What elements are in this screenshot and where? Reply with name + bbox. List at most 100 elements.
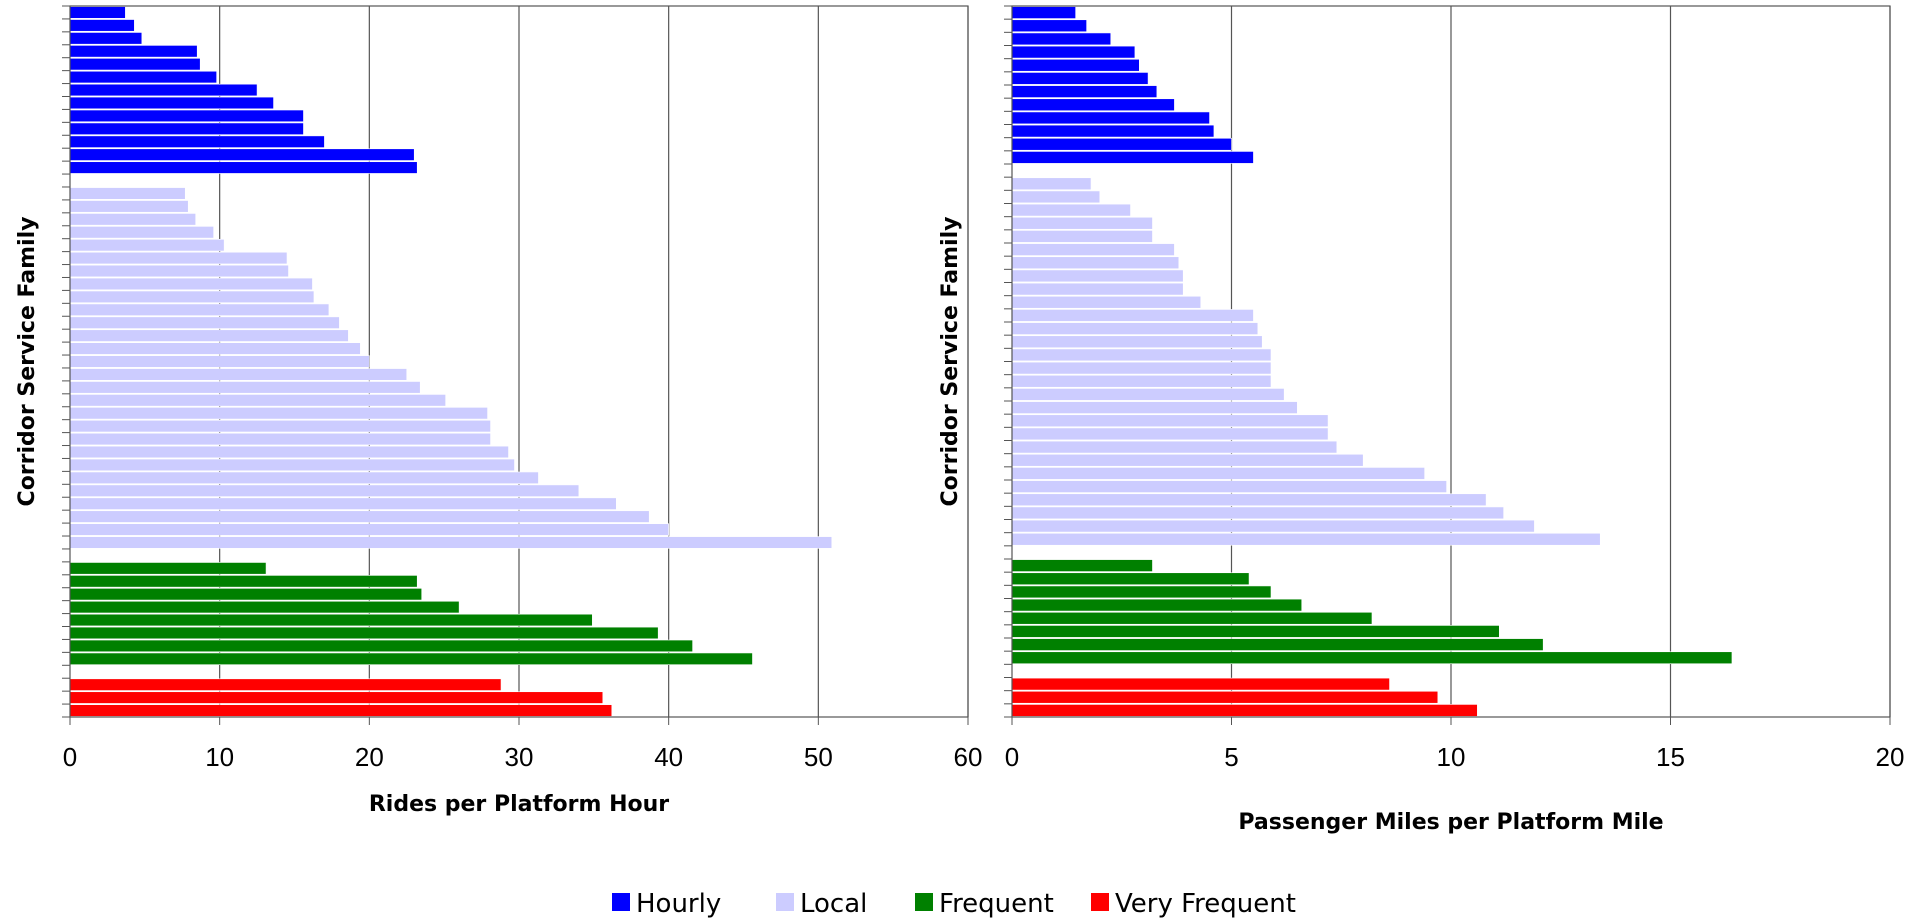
panel1-bar	[69, 303, 330, 316]
panel1-bar	[69, 394, 446, 407]
panel1-bar	[69, 135, 325, 148]
panel1-bar	[69, 704, 613, 717]
panel2-bar	[1011, 282, 1184, 296]
panel1-bar	[69, 652, 753, 665]
panel1-bar	[69, 600, 460, 614]
panel2-bar	[1011, 72, 1149, 85]
panel2-bar	[1011, 6, 1076, 19]
panel2-bar	[1011, 45, 1136, 59]
panel2-bar	[1011, 611, 1373, 625]
panel1-x-tick-label: 50	[804, 742, 833, 772]
panel1-x-tick-label: 40	[654, 742, 683, 772]
panel2-x-tick-label: 20	[1876, 742, 1905, 772]
panel2-bar	[1011, 111, 1210, 125]
panel1-x-tick-label: 30	[505, 742, 534, 772]
panel1-bar	[69, 458, 515, 472]
panel1-bar	[69, 432, 491, 446]
panel2-bar	[1011, 388, 1285, 401]
panel1-bar	[69, 83, 258, 97]
legend-swatch	[915, 893, 933, 911]
panel1-bar	[69, 316, 340, 329]
panel1-bar	[69, 407, 488, 420]
panel2-bar	[1011, 98, 1175, 112]
panel1-bar	[69, 19, 135, 32]
panel1-bar	[69, 45, 198, 58]
panel1-bar	[69, 251, 288, 265]
panel1-bar	[69, 613, 593, 627]
panel2-bar	[1011, 335, 1263, 349]
panel1-bar	[69, 355, 370, 368]
panel2-bar	[1011, 559, 1153, 572]
panel2-y-axis-title: Corridor Service Family	[938, 217, 963, 507]
panel2-x-tick-label: 15	[1656, 742, 1685, 772]
panel2-bar	[1011, 506, 1504, 520]
panel1-x-axis-title: Rides per Platform Hour	[369, 792, 669, 817]
legend-swatch	[612, 893, 630, 911]
panel2-x-axis-title: Passenger Miles per Platform Mile	[1238, 810, 1663, 835]
panel1-bar	[69, 562, 267, 575]
panel1-bar	[69, 575, 418, 588]
panel1-bar	[69, 187, 186, 200]
panel1-x-tick-label: 10	[205, 742, 234, 772]
panel2-bar	[1011, 190, 1101, 204]
panel1-bar	[69, 109, 304, 123]
legend-swatch	[1091, 893, 1109, 911]
panel1-bar	[69, 277, 313, 291]
panel2-bar	[1011, 177, 1092, 191]
panel1-bar	[69, 213, 197, 226]
panel2-bar	[1011, 401, 1298, 414]
panel1-bar	[69, 484, 580, 497]
panel1-bar	[69, 226, 214, 239]
panel2-bar	[1011, 690, 1439, 704]
panel2-bar	[1011, 216, 1153, 230]
panel2-bar	[1011, 519, 1535, 533]
panel2-bar	[1011, 256, 1180, 270]
panel2-bar	[1011, 677, 1390, 691]
legend-label: Frequent	[939, 889, 1054, 919]
panel1-bar	[69, 58, 201, 71]
panel2-bar	[1011, 230, 1153, 243]
panel1-bar	[69, 510, 650, 523]
panel1-bar	[69, 290, 315, 304]
panel1-bar	[69, 445, 509, 459]
panel1-bar	[69, 148, 415, 161]
panel1-bar	[69, 419, 491, 433]
panel2-bar	[1011, 532, 1601, 546]
panel2-bar	[1011, 137, 1232, 151]
panel2-bar	[1011, 309, 1254, 322]
panel2-x-tick-label: 0	[1005, 742, 1019, 772]
panel2-bar	[1011, 322, 1259, 335]
panel2-bar	[1011, 151, 1254, 164]
panel1-bar	[69, 70, 217, 84]
panel2-bar	[1011, 427, 1329, 441]
panel2-bar	[1011, 295, 1202, 309]
panel1-bar	[69, 368, 408, 381]
panel2-bar	[1011, 638, 1544, 651]
panel1-bar	[69, 536, 833, 549]
panel2-bar	[1011, 440, 1338, 454]
panel2-bar	[1011, 374, 1272, 388]
panel1-bar	[69, 691, 604, 704]
panel1-bar	[69, 96, 274, 110]
panel2-bar	[1011, 651, 1733, 665]
panel2-bar	[1011, 453, 1364, 467]
panel2-bar	[1011, 19, 1087, 33]
panel1-bar	[69, 161, 418, 174]
panel1-bar	[69, 342, 361, 355]
panel1-bar	[69, 588, 423, 601]
panel1-bar	[69, 329, 349, 342]
panel1-x-tick-label: 60	[954, 742, 983, 772]
panel1-bar	[69, 264, 289, 278]
panel2-bar	[1011, 269, 1184, 283]
panel1-bar	[69, 497, 617, 510]
panel1-bar	[69, 238, 225, 252]
panel2-bar	[1011, 480, 1447, 493]
panel2-bar	[1011, 348, 1272, 362]
panel1-bar	[69, 381, 421, 394]
panel2-bar	[1011, 361, 1272, 375]
panel2-bar	[1011, 243, 1175, 256]
panel2-bar	[1011, 414, 1329, 428]
panel2-bar	[1011, 493, 1487, 507]
